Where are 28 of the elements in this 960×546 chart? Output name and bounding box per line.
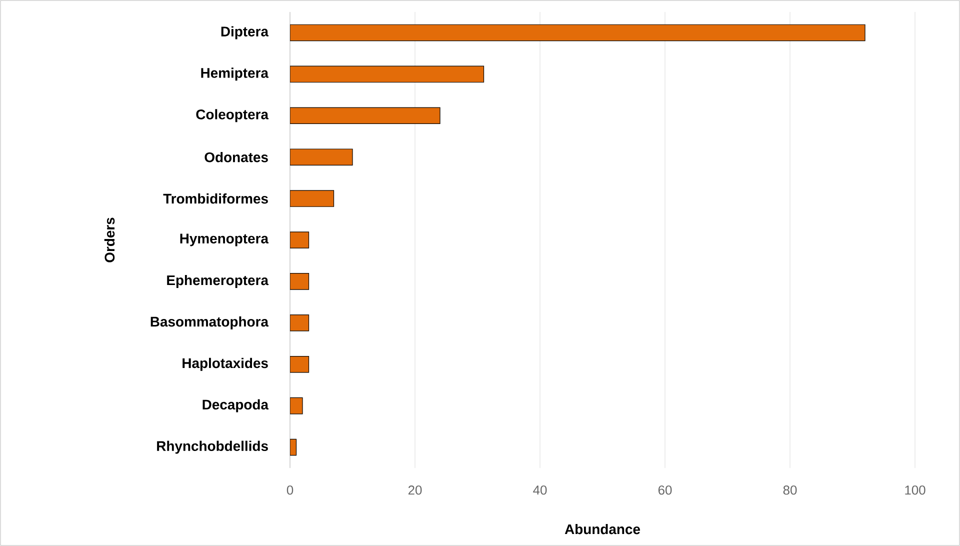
bar — [290, 273, 310, 290]
y-axis-title: Orders — [104, 218, 115, 262]
bar — [290, 24, 866, 42]
y-tick-label: Ephemeroptera — [167, 274, 269, 288]
bar — [290, 148, 353, 166]
bar — [290, 190, 334, 207]
y-tick-label: Rhynchobdellids — [157, 440, 268, 454]
x-tick-label: 20 — [408, 486, 422, 495]
x-tick-label: 80 — [783, 486, 797, 495]
y-tick-label: Hymenoptera — [180, 234, 269, 246]
y-tick-label: Haplotaxides — [182, 358, 268, 371]
x-tick-label: 100 — [905, 486, 926, 495]
bar — [290, 66, 484, 83]
y-tick-label: Basommatophora — [150, 316, 269, 330]
x-tick-label: 60 — [658, 486, 672, 495]
y-tick-label: Odonates — [204, 152, 268, 162]
y-tick-label: Hemiptera — [201, 68, 269, 81]
y-tick-label: Coleoptera — [196, 109, 269, 122]
bar — [290, 107, 440, 124]
y-tick-label: Diptera — [221, 26, 269, 40]
x-tick-label: 40 — [533, 486, 547, 495]
y-tick-label: Trombidiformes — [163, 193, 268, 204]
bar — [290, 314, 310, 332]
x-tick-label: 0 — [286, 486, 294, 495]
bar — [290, 232, 310, 248]
bar — [290, 356, 310, 373]
y-tick-label: Decapoda — [202, 399, 269, 412]
x-axis-title: Abundance — [564, 524, 640, 534]
